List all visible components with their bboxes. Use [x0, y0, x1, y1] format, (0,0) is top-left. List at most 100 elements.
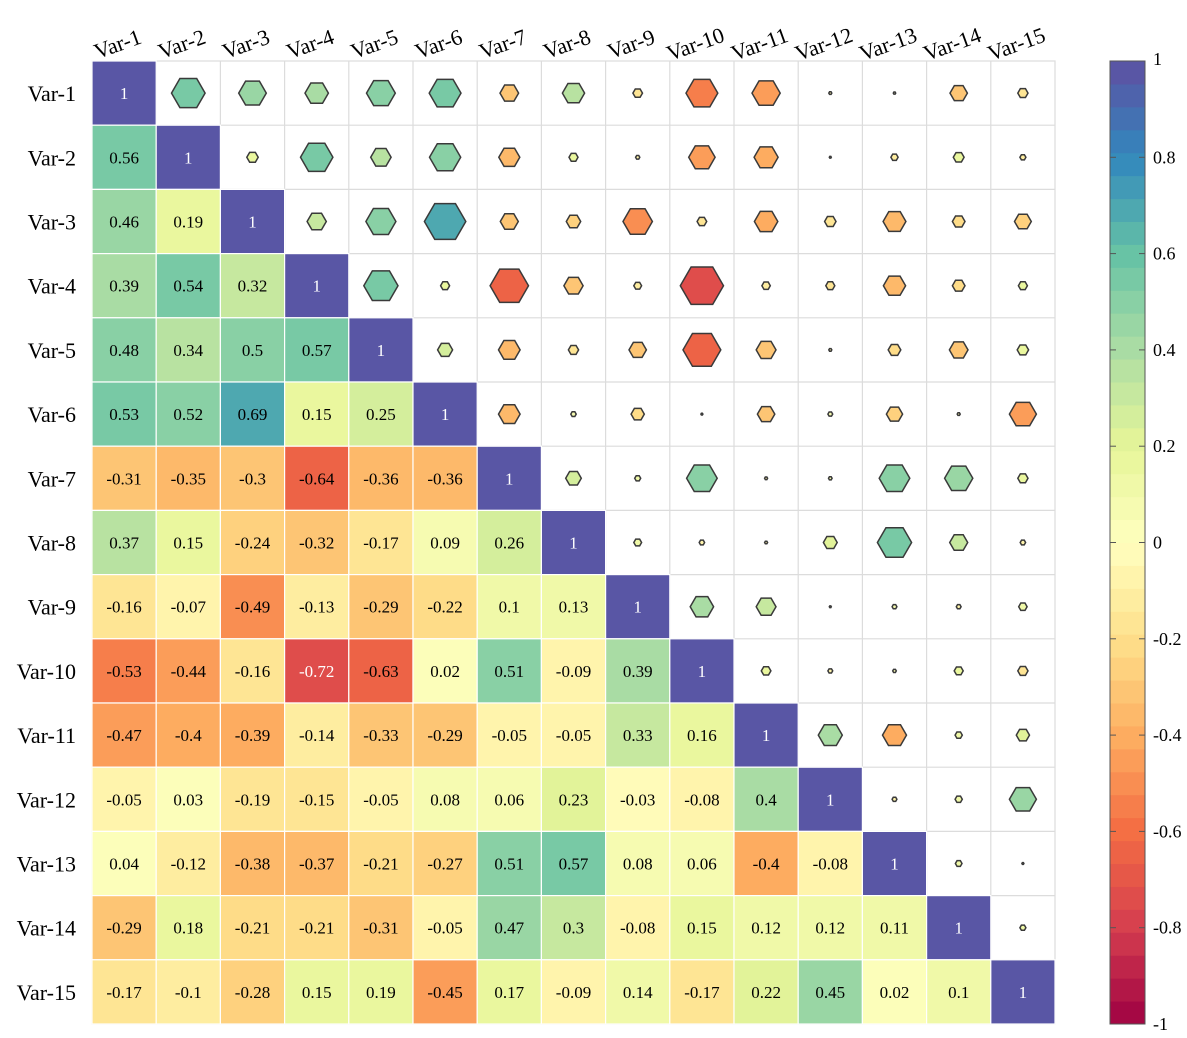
- hexagon-marker: [881, 723, 908, 747]
- cell-value-label: -0.37: [299, 855, 335, 874]
- hexagon-marker: [436, 342, 454, 358]
- cell-value-label: -0.03: [620, 790, 655, 809]
- cell-value-label: 0.37: [109, 534, 139, 553]
- hexagon-marker: [891, 603, 898, 610]
- row-label: Var-2: [28, 145, 76, 170]
- hexagon-marker: [824, 281, 836, 291]
- hexagon-marker: [428, 143, 462, 172]
- cell-value-label: -0.39: [235, 726, 270, 745]
- hexagon-marker: [885, 406, 904, 422]
- hexagon-marker: [953, 666, 965, 676]
- hexagon-marker: [878, 464, 911, 493]
- cell-value-label: 0.18: [173, 919, 203, 938]
- cell-value-label: -0.45: [427, 983, 462, 1002]
- heat-cell: [540, 573, 607, 640]
- heat-cell: [476, 702, 543, 768]
- heat-cell: [155, 830, 221, 897]
- column-label: Var-15: [984, 22, 1048, 66]
- heat-cell: [861, 894, 928, 961]
- heat-cell: [91, 959, 157, 1025]
- hexagon-marker: [679, 266, 725, 306]
- cell-value-label: 0.45: [815, 983, 845, 1002]
- cell-value-label: -0.33: [363, 726, 398, 745]
- cell-value-label: 0.56: [109, 148, 139, 167]
- heat-cell: [348, 509, 414, 576]
- cell-value-label: -0.09: [556, 983, 591, 1002]
- hexagon-marker: [952, 151, 965, 163]
- colorbar-segment: [1110, 703, 1145, 727]
- heat-cell: [540, 830, 607, 897]
- cell-value-label: 0.46: [109, 213, 139, 232]
- hexagon-marker: [823, 215, 837, 228]
- colorbar-segment: [1110, 955, 1145, 979]
- hexagon-marker: [1016, 87, 1029, 99]
- heat-cell: [155, 638, 221, 704]
- hexagon-marker: [365, 79, 397, 107]
- cell-value-label: 1: [441, 405, 450, 424]
- hexagon-marker: [1019, 153, 1027, 161]
- hexagon-marker: [1016, 344, 1030, 356]
- cell-value-label: 1: [954, 919, 963, 938]
- heat-cell: [925, 959, 992, 1025]
- row-label: Var-9: [28, 595, 76, 620]
- cell-value-label: -0.22: [427, 598, 462, 617]
- hexagon-marker: [755, 597, 777, 617]
- cell-value-label: 0.09: [430, 534, 460, 553]
- hexagon-marker: [763, 540, 769, 545]
- colorbar-tick-label: 0.2: [1153, 436, 1176, 456]
- heat-cell: [540, 702, 607, 768]
- cell-value-label: 0.1: [948, 983, 969, 1002]
- cell-value-label: 0.57: [559, 855, 589, 874]
- heat-cell: [348, 959, 414, 1025]
- hexagon-marker: [563, 276, 584, 295]
- heat-cell: [797, 959, 864, 1025]
- hexagon-marker: [882, 275, 907, 297]
- hexagon-marker: [943, 465, 974, 492]
- colorbar-segment: [1110, 450, 1145, 475]
- cell-value-label: 0.57: [302, 341, 332, 360]
- cell-value-label: 0.17: [494, 983, 524, 1002]
- heat-cell: [219, 959, 286, 1025]
- hexagon-marker: [892, 91, 897, 95]
- cell-value-label: 1: [569, 534, 578, 553]
- cell-value-label: 0.1: [499, 598, 520, 617]
- cell-value-label: 0.16: [687, 726, 717, 745]
- heat-cell: [348, 830, 414, 897]
- heat-cell: [476, 509, 543, 576]
- cell-value-label: 0.02: [880, 983, 910, 1002]
- row-label: Var-14: [17, 916, 76, 941]
- cell-value-label: 0.06: [494, 790, 524, 809]
- row-label: Var-11: [17, 723, 76, 748]
- heat-cell: [476, 959, 543, 1025]
- cell-value-label: -0.27: [427, 855, 463, 874]
- column-label: Var-12: [792, 22, 856, 66]
- hexagon-marker: [828, 155, 833, 159]
- heat-cell: [219, 573, 286, 640]
- cell-value-label: 0.54: [173, 277, 203, 296]
- cell-value-label: 1: [248, 213, 257, 232]
- heat-cell: [284, 573, 350, 640]
- heat-cell: [476, 445, 543, 512]
- hexagon-marker: [828, 605, 833, 609]
- colorbar-segment: [1110, 519, 1145, 543]
- cell-value-label: -0.35: [171, 469, 206, 488]
- cell-value-label: 0.32: [238, 277, 268, 296]
- hexagon-marker: [891, 796, 898, 803]
- cell-value-label: -0.05: [427, 919, 462, 938]
- hexagon-marker: [827, 411, 834, 417]
- cell-value-label: 0.52: [173, 405, 203, 424]
- column-label: Var-9: [604, 24, 658, 64]
- row-label: Var-13: [17, 852, 76, 877]
- cell-value-label: -0.72: [299, 662, 334, 681]
- heat-cell: [412, 702, 478, 768]
- hexagon-marker: [1013, 213, 1033, 230]
- cell-value-label: 1: [120, 84, 129, 103]
- column-label: Var-8: [540, 24, 594, 64]
- cell-value-label: 1: [762, 726, 771, 745]
- cell-value-label: -0.12: [171, 855, 206, 874]
- hexagon-marker: [1016, 665, 1029, 677]
- cell-value-label: 1: [698, 662, 707, 681]
- heat-cell: [861, 830, 928, 897]
- hexagon-marker: [817, 723, 844, 747]
- cell-value-label: -0.14: [299, 726, 335, 745]
